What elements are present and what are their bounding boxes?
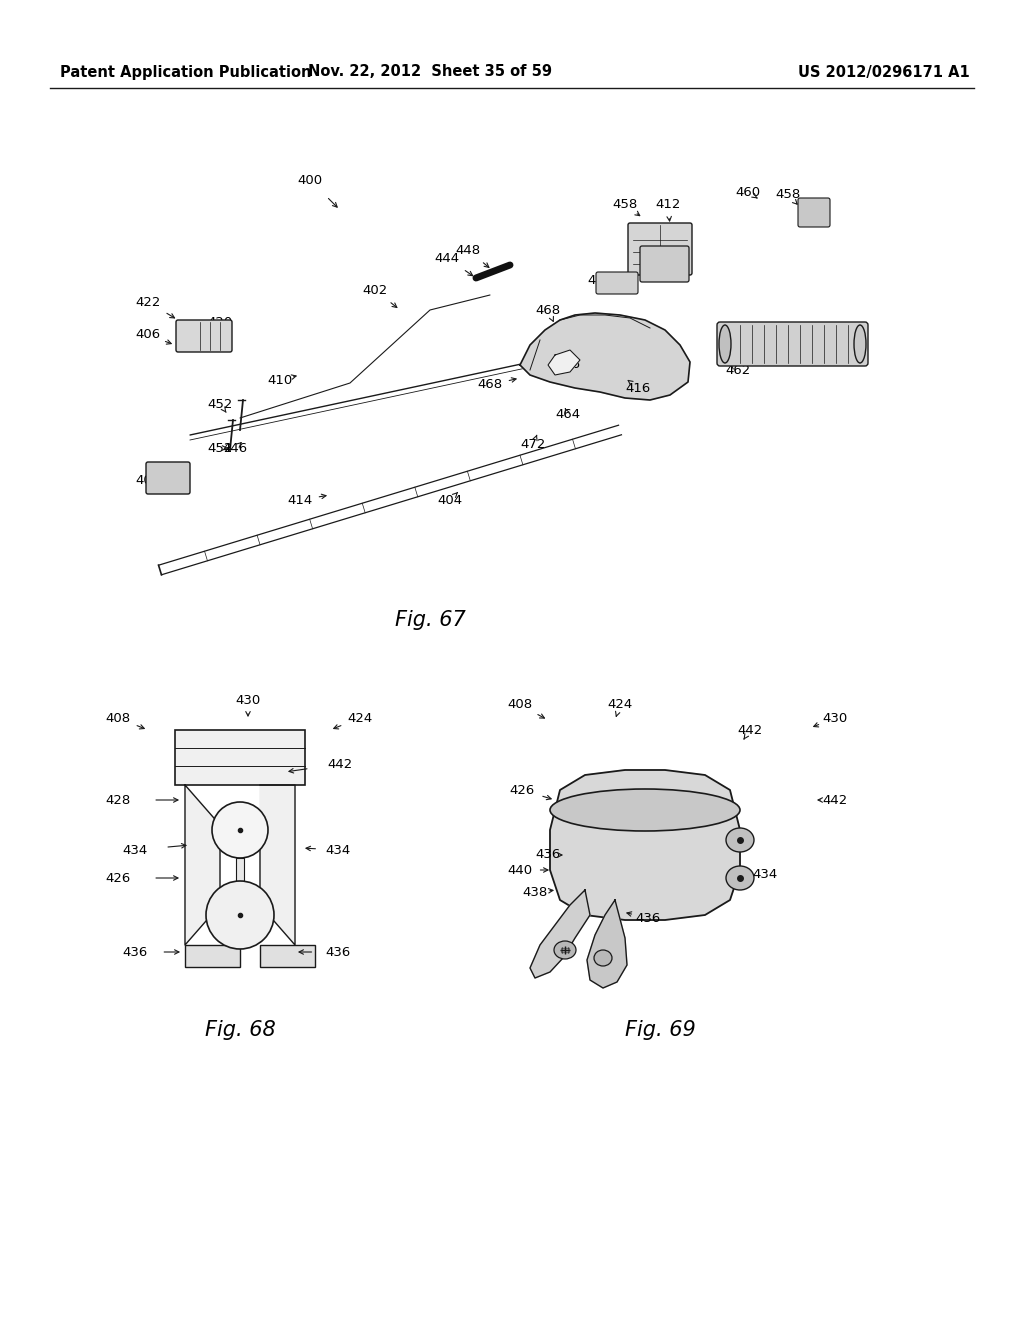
Text: 412: 412 xyxy=(655,198,681,211)
Text: 434: 434 xyxy=(326,843,350,857)
Polygon shape xyxy=(260,785,295,945)
Polygon shape xyxy=(530,890,590,978)
Text: 446: 446 xyxy=(222,441,248,454)
Text: Fig. 69: Fig. 69 xyxy=(625,1020,695,1040)
Text: 414: 414 xyxy=(288,494,312,507)
Text: Patent Application Publication: Patent Application Publication xyxy=(60,65,311,79)
Text: 430: 430 xyxy=(236,693,261,706)
Text: 452: 452 xyxy=(207,397,232,411)
Text: 440: 440 xyxy=(508,863,532,876)
Text: 452: 452 xyxy=(207,441,232,454)
Polygon shape xyxy=(550,770,740,920)
Text: US 2012/0296171 A1: US 2012/0296171 A1 xyxy=(799,65,970,79)
Text: 456: 456 xyxy=(655,231,681,244)
Text: 406: 406 xyxy=(135,329,161,342)
Text: 466: 466 xyxy=(555,359,581,371)
Text: 408: 408 xyxy=(508,698,532,711)
Text: 434: 434 xyxy=(753,869,777,882)
Text: 402: 402 xyxy=(362,284,388,297)
Text: 444: 444 xyxy=(434,252,460,264)
Text: 438: 438 xyxy=(522,886,548,899)
Text: 430: 430 xyxy=(822,711,848,725)
Text: 404: 404 xyxy=(437,494,463,507)
Ellipse shape xyxy=(719,325,731,363)
Circle shape xyxy=(206,880,274,949)
Text: 458: 458 xyxy=(775,189,801,202)
Polygon shape xyxy=(185,785,220,945)
Text: 408: 408 xyxy=(135,474,161,487)
FancyBboxPatch shape xyxy=(185,945,240,968)
Text: 470: 470 xyxy=(735,351,761,364)
Text: 416: 416 xyxy=(626,381,650,395)
Text: 420: 420 xyxy=(208,315,232,329)
Text: 442: 442 xyxy=(328,758,352,771)
FancyBboxPatch shape xyxy=(717,322,868,366)
Text: 460: 460 xyxy=(735,186,761,198)
Text: Fig. 68: Fig. 68 xyxy=(205,1020,275,1040)
FancyBboxPatch shape xyxy=(596,272,638,294)
FancyBboxPatch shape xyxy=(640,246,689,282)
Text: 472: 472 xyxy=(520,438,546,451)
Text: 424: 424 xyxy=(607,698,633,711)
Text: 462: 462 xyxy=(725,363,751,376)
FancyBboxPatch shape xyxy=(798,198,830,227)
Ellipse shape xyxy=(550,789,740,832)
Text: 436: 436 xyxy=(635,912,660,924)
Polygon shape xyxy=(587,900,627,987)
Text: 410: 410 xyxy=(267,374,293,387)
Text: 458: 458 xyxy=(612,198,638,211)
Text: 468: 468 xyxy=(536,304,560,317)
FancyBboxPatch shape xyxy=(175,730,305,785)
Text: 428: 428 xyxy=(105,793,131,807)
Ellipse shape xyxy=(726,866,754,890)
Text: 442: 442 xyxy=(822,793,848,807)
Text: 454: 454 xyxy=(588,273,612,286)
Polygon shape xyxy=(548,350,580,375)
Text: 468: 468 xyxy=(477,379,503,392)
Text: 448: 448 xyxy=(456,243,480,256)
Text: 464: 464 xyxy=(555,408,581,421)
Text: 424: 424 xyxy=(347,711,373,725)
Polygon shape xyxy=(520,313,690,400)
Text: 436: 436 xyxy=(123,945,147,958)
Text: 408: 408 xyxy=(105,711,131,725)
FancyBboxPatch shape xyxy=(176,319,232,352)
Text: 434: 434 xyxy=(565,808,591,821)
Text: 426: 426 xyxy=(105,871,131,884)
Text: 426: 426 xyxy=(509,784,535,796)
Text: 400: 400 xyxy=(297,173,323,186)
Text: 418: 418 xyxy=(827,334,853,346)
Text: Nov. 22, 2012  Sheet 35 of 59: Nov. 22, 2012 Sheet 35 of 59 xyxy=(308,65,552,79)
FancyBboxPatch shape xyxy=(628,223,692,275)
FancyBboxPatch shape xyxy=(260,945,315,968)
Text: 434: 434 xyxy=(123,843,147,857)
Ellipse shape xyxy=(854,325,866,363)
Ellipse shape xyxy=(554,941,575,960)
Text: 442: 442 xyxy=(737,723,763,737)
Ellipse shape xyxy=(726,828,754,851)
FancyBboxPatch shape xyxy=(236,858,244,906)
Text: Fig. 67: Fig. 67 xyxy=(394,610,465,630)
Text: 436: 436 xyxy=(536,849,560,862)
Circle shape xyxy=(212,803,268,858)
Ellipse shape xyxy=(594,950,612,966)
FancyBboxPatch shape xyxy=(146,462,190,494)
Text: 436: 436 xyxy=(326,945,350,958)
Text: 422: 422 xyxy=(135,296,161,309)
